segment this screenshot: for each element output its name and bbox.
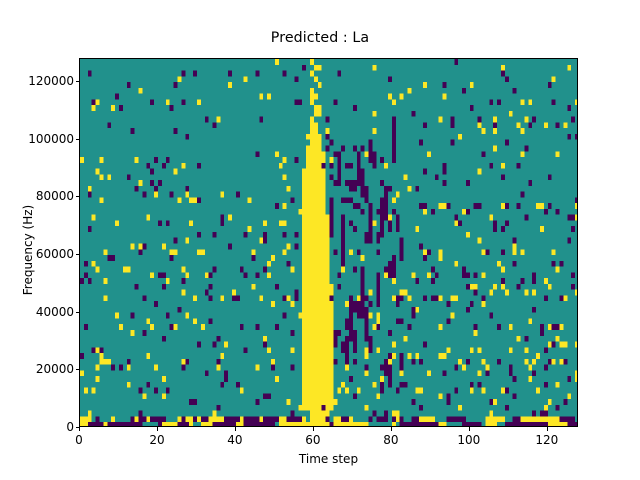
y-tick-label: 40000 xyxy=(35,304,74,319)
y-tick-mark xyxy=(75,81,79,83)
x-tick-mark xyxy=(546,427,548,431)
y-tick-label: 0 xyxy=(66,420,74,434)
y-tick-mark xyxy=(75,196,79,198)
x-tick-label: 40 xyxy=(227,433,243,447)
x-tick-label: 80 xyxy=(383,433,399,447)
x-tick-label: 60 xyxy=(305,433,321,447)
y-tick-label: 20000 xyxy=(35,362,74,377)
page-title: Predicted : La xyxy=(270,30,370,46)
x-tick-mark xyxy=(234,427,236,431)
x-axis-label: Time step xyxy=(298,452,359,466)
x-tick-label: 20 xyxy=(149,433,165,447)
spectrogram-heatmap xyxy=(80,59,577,426)
y-tick-mark xyxy=(75,369,79,371)
x-tick-label: 0 xyxy=(75,433,83,447)
y-tick-label: 100000 xyxy=(28,131,74,146)
x-tick-mark xyxy=(79,427,80,431)
y-tick-mark xyxy=(75,311,79,313)
y-axis-label: Frequency (Hz) xyxy=(21,204,35,296)
y-tick-mark xyxy=(75,138,79,140)
y-tick-mark xyxy=(75,427,79,428)
x-tick-mark xyxy=(468,427,470,431)
y-tick-label: 80000 xyxy=(35,189,74,204)
x-tick-mark xyxy=(312,427,314,431)
x-tick-label: 100 xyxy=(457,433,481,447)
y-tick-label: 120000 xyxy=(28,74,74,89)
heatmap-axes xyxy=(79,58,578,427)
y-tick-label: 60000 xyxy=(35,247,74,262)
x-tick-label: 120 xyxy=(535,433,559,447)
y-tick-mark xyxy=(75,254,79,256)
x-tick-mark xyxy=(156,427,158,431)
x-tick-mark xyxy=(390,427,392,431)
